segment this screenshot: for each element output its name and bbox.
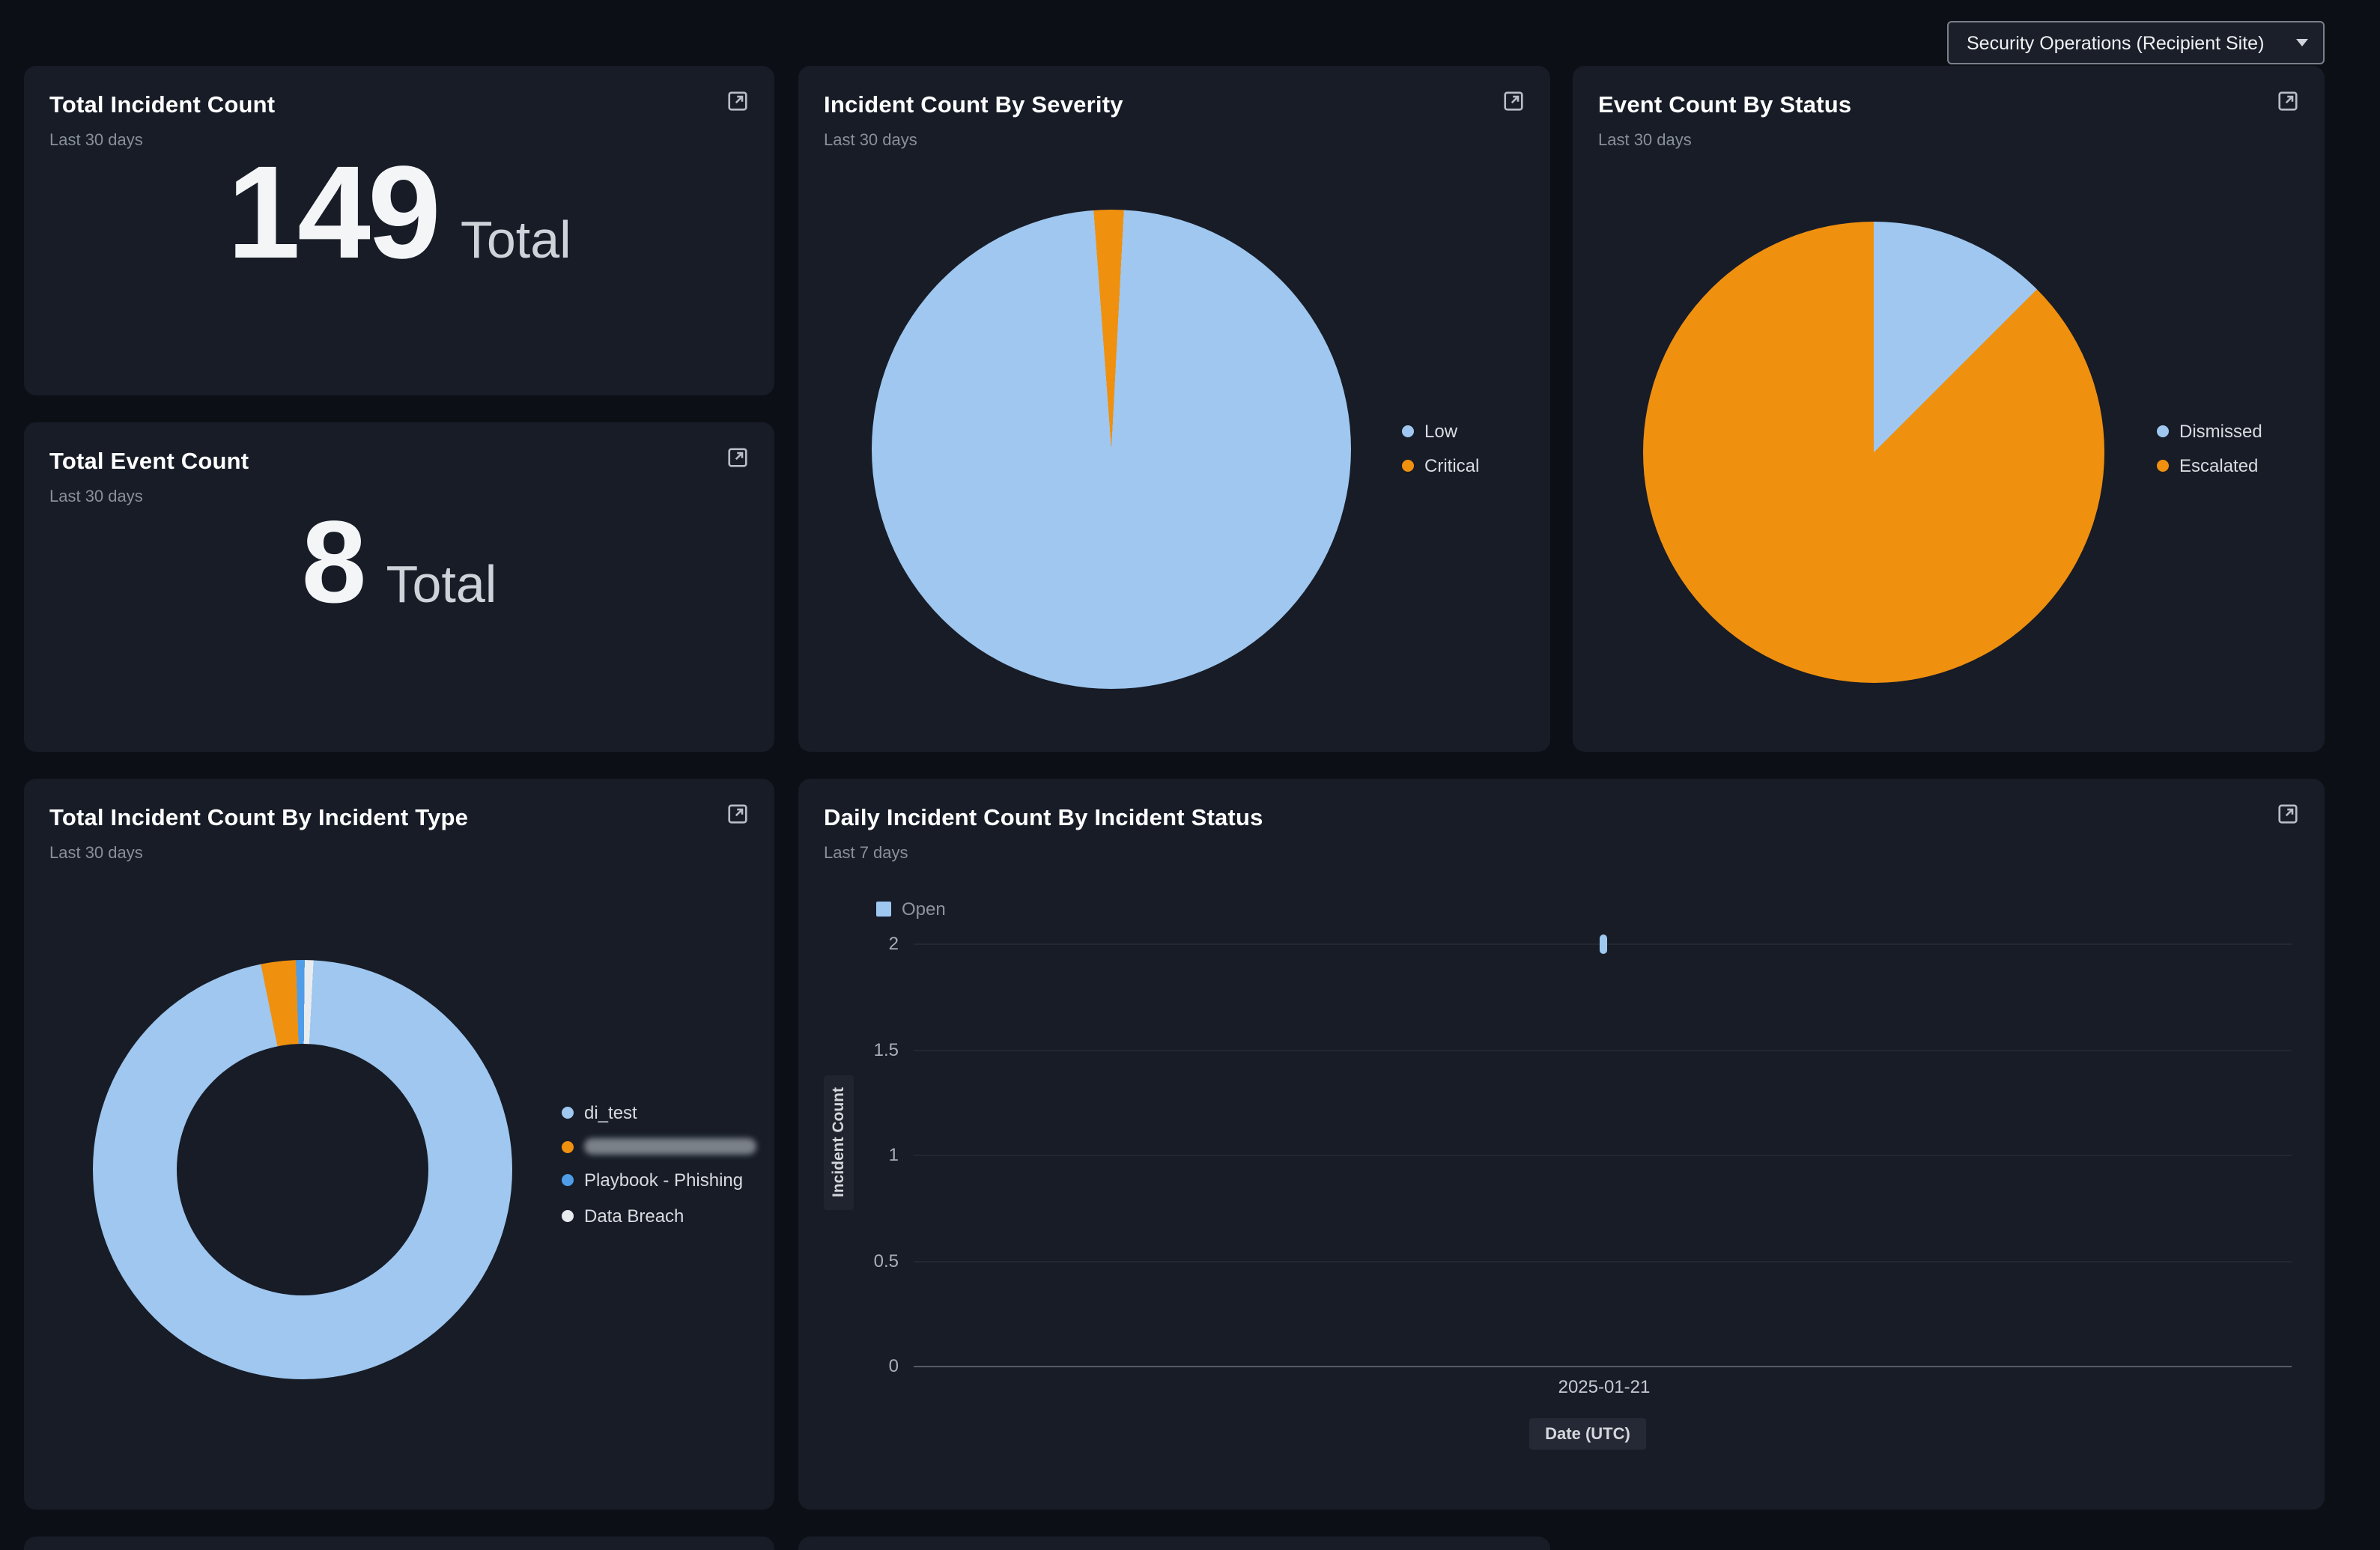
site-selector-value: Security Operations (Recipient Site): [1967, 32, 2265, 53]
card-subtitle: Last 30 days: [49, 132, 143, 150]
legend-dot: [2157, 460, 2169, 472]
open-in-new-window-button[interactable]: [723, 797, 756, 830]
stat: 8 Total: [24, 503, 774, 752]
legend-item-di-test[interactable]: di_test: [562, 1102, 756, 1123]
stat-unit: Total: [460, 211, 571, 270]
card-subtitle: Last 30 days: [1598, 132, 1692, 150]
legend-label: Escalated: [2179, 455, 2259, 476]
chevron-down-icon: [2296, 39, 2308, 46]
open-bar: [1599, 934, 1606, 953]
card-title: Daily Incident Count By Incident Status: [824, 806, 1263, 831]
card-title: Incident Count By Severity: [824, 93, 1123, 118]
site-selector-dropdown[interactable]: Security Operations (Recipient Site): [1947, 21, 2325, 64]
legend-item-escalated[interactable]: Escalated: [2157, 455, 2262, 476]
legend-label: Low: [1424, 421, 1458, 442]
open-in-new-window-button[interactable]: [2274, 84, 2307, 117]
incident-type-donut-chart[interactable]: [93, 960, 512, 1379]
legend-dot: [1402, 425, 1414, 437]
legend-label: Data Breach: [584, 1206, 684, 1227]
card-total-event-count: Total Event Count Last 30 days 8 Total: [24, 422, 774, 752]
card-partial-left: [24, 1537, 774, 1550]
legend-dot: [562, 1210, 574, 1222]
legend-item-data-breach[interactable]: Data Breach: [562, 1206, 756, 1227]
legend-label: di_test: [584, 1102, 637, 1123]
open-in-new-window-button[interactable]: [723, 84, 756, 117]
gridline: [914, 1049, 2292, 1051]
legend-label: Dismissed: [2179, 421, 2262, 442]
card-title: Total Incident Count: [49, 93, 276, 118]
legend-item-low[interactable]: Low: [1402, 421, 1479, 442]
incident-type-legend: di_test Playbook - Phishing Data Breach: [562, 1102, 756, 1227]
card-subtitle: Last 30 days: [49, 488, 143, 506]
card-title: Total Event Count: [49, 449, 249, 475]
legend-dot: [562, 1140, 574, 1152]
status-pie-chart[interactable]: [1643, 222, 2104, 683]
redacted-legend-label: [584, 1138, 756, 1155]
legend-dot: [1402, 460, 1414, 472]
legend-label: Open: [902, 899, 946, 920]
popout-icon: [728, 91, 747, 110]
daily-plot: [914, 934, 2292, 1367]
gridline: [914, 1260, 2292, 1262]
popout-icon: [728, 447, 747, 466]
y-tick-label: 1: [888, 1144, 899, 1165]
card-subtitle: Last 7 days: [824, 845, 908, 863]
status-legend: Dismissed Escalated: [2157, 421, 2262, 476]
legend-square: [876, 902, 891, 917]
legend-dot: [562, 1174, 574, 1186]
open-in-new-window-button[interactable]: [723, 440, 756, 473]
card-partial-middle: [798, 1537, 1550, 1550]
open-in-new-window-button[interactable]: [2274, 797, 2307, 830]
severity-legend: Low Critical: [1402, 421, 1479, 476]
legend-item-open[interactable]: Open: [876, 899, 946, 920]
popout-icon: [728, 803, 747, 823]
legend-item-playbook-phishing[interactable]: Playbook - Phishing: [562, 1170, 756, 1191]
donut-hole: [177, 1044, 428, 1295]
legend-dot: [562, 1107, 574, 1119]
legend-item-redacted[interactable]: [562, 1138, 756, 1155]
card-subtitle: Last 30 days: [824, 132, 917, 150]
stat-value: 8: [301, 496, 367, 627]
y-tick-label: 1.5: [873, 1039, 899, 1060]
gridline: [914, 1155, 2292, 1156]
x-tick-label: 2025-01-21: [1558, 1376, 1651, 1397]
card-title: Total Incident Count By Incident Type: [49, 806, 469, 831]
y-tick-label: 0.5: [873, 1250, 899, 1271]
card-incident-count-by-severity: Incident Count By Severity Last 30 days …: [798, 66, 1550, 752]
legend-dot: [2157, 425, 2169, 437]
legend-item-critical[interactable]: Critical: [1402, 455, 1479, 476]
y-tick-label: 2: [888, 933, 899, 954]
popout-icon: [1504, 91, 1523, 110]
popout-icon: [2278, 803, 2298, 823]
legend-label: Critical: [1424, 455, 1480, 476]
card-total-incident-count: Total Incident Count Last 30 days 149 To…: [24, 66, 774, 395]
card-title: Event Count By Status: [1598, 93, 1852, 118]
y-axis-title: Incident Count: [824, 1075, 854, 1210]
stat-unit: Total: [386, 556, 497, 614]
open-in-new-window-button[interactable]: [1499, 84, 1532, 117]
card-event-count-by-status: Event Count By Status Last 30 days Dismi…: [1573, 66, 2325, 752]
severity-pie-chart[interactable]: [872, 210, 1351, 689]
stat-value: 149: [227, 138, 441, 286]
y-tick-label: 0: [888, 1355, 899, 1376]
popout-icon: [2278, 91, 2298, 110]
legend-label: Playbook - Phishing: [584, 1170, 744, 1191]
stat: 149 Total: [24, 138, 774, 395]
x-axis-title: Date (UTC): [1529, 1418, 1646, 1450]
card-daily-incident-count: Daily Incident Count By Incident Status …: [798, 779, 2325, 1510]
legend-item-dismissed[interactable]: Dismissed: [2157, 421, 2262, 442]
card-incident-count-by-type: Total Incident Count By Incident Type La…: [24, 779, 774, 1510]
card-subtitle: Last 30 days: [49, 845, 143, 863]
